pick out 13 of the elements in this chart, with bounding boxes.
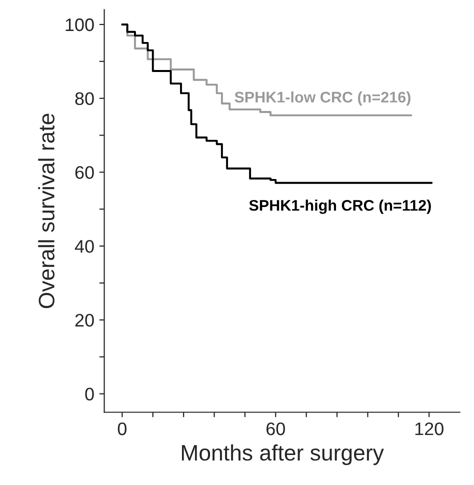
y-tick-label: 40 (74, 240, 94, 253)
series-label: SPHK1-low CRC (n=216) (234, 91, 410, 106)
y-tick-label: 0 (85, 388, 94, 401)
y-tick-label: 60 (75, 166, 94, 179)
x-axis-title: Months after surgery (182, 444, 384, 466)
series-label: SPHK1-high CRC (n=112) (249, 200, 431, 214)
y-tick-label: 80 (75, 92, 94, 106)
x-tick-label: 120 (415, 422, 444, 436)
y-axis-title: Overall survival rate (38, 114, 54, 308)
y-tick-label: 20 (75, 314, 94, 327)
y-tick-label: 100 (66, 18, 94, 32)
x-tick-label: 60 (266, 422, 285, 436)
x-tick-label: 0 (118, 422, 126, 436)
